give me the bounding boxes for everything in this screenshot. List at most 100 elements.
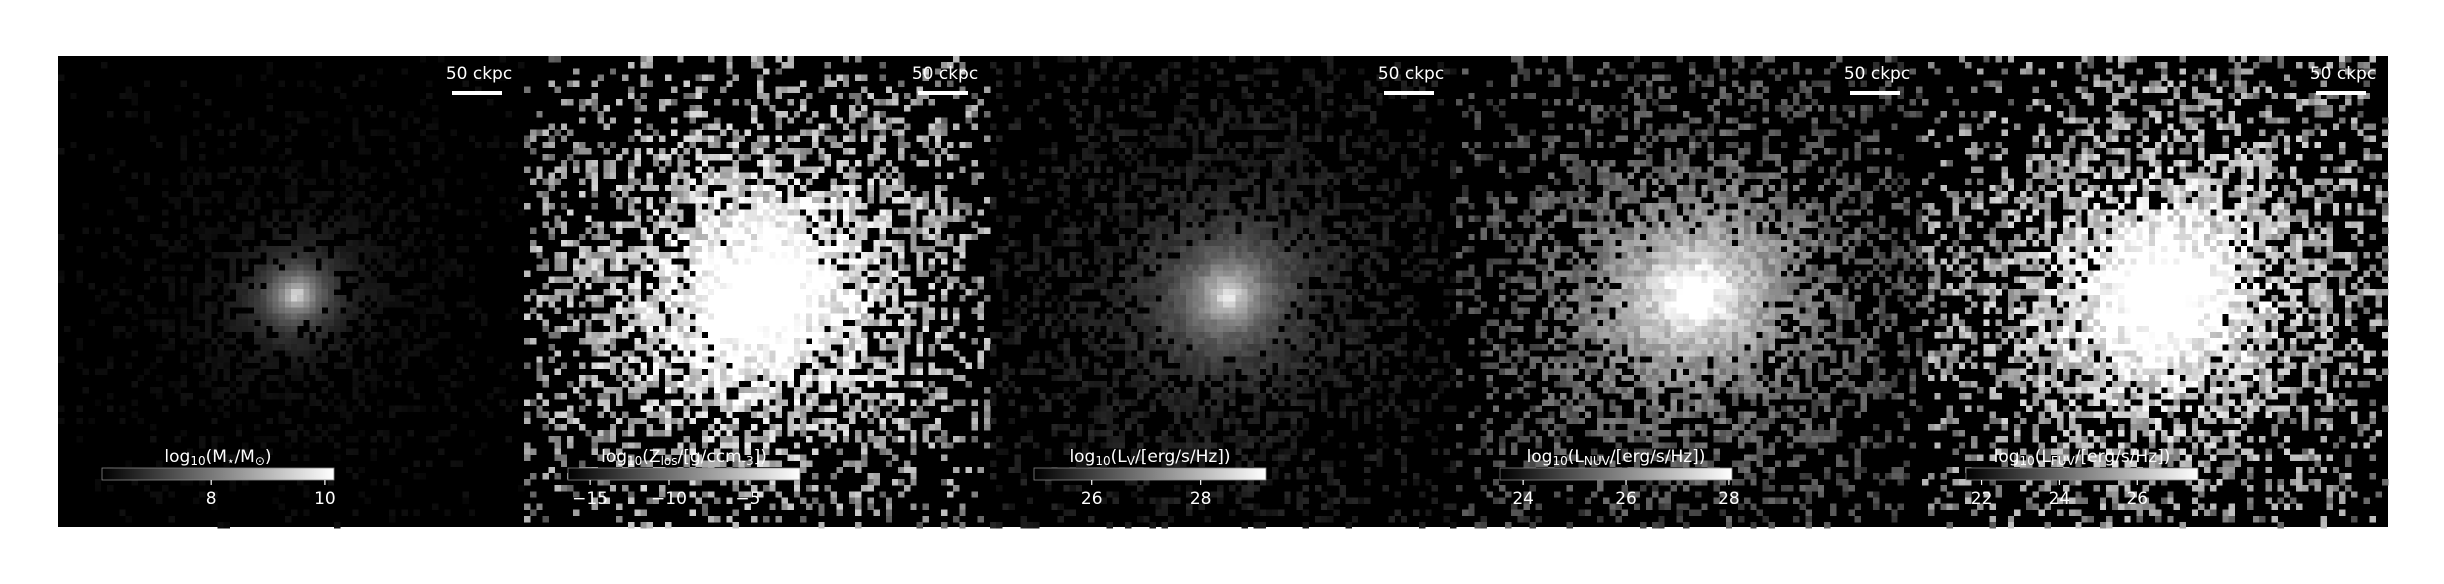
map-pixel xyxy=(1198,117,1205,124)
map-pixel xyxy=(934,417,942,425)
map-pixel xyxy=(793,356,801,363)
map-pixel xyxy=(1290,215,1297,222)
map-pixel xyxy=(591,503,598,510)
map-pixel xyxy=(849,270,856,277)
map-pixel xyxy=(812,264,819,271)
map-pixel xyxy=(1223,227,1230,235)
map-pixel xyxy=(597,258,604,265)
map-pixel xyxy=(432,135,439,143)
map-pixel xyxy=(763,350,770,357)
map-pixel xyxy=(481,221,488,228)
map-pixel xyxy=(849,227,856,235)
map-pixel xyxy=(947,405,954,412)
colorbar-tick-label: −15 xyxy=(572,489,608,509)
map-pixel xyxy=(340,252,347,259)
map-pixel xyxy=(530,448,537,455)
map-pixel xyxy=(321,374,329,382)
map-pixel xyxy=(603,362,611,369)
map-pixel xyxy=(456,246,463,253)
map-pixel xyxy=(603,448,611,455)
map-pixel xyxy=(763,325,770,333)
map-pixel xyxy=(726,423,733,431)
map-pixel xyxy=(536,374,543,382)
map-pixel xyxy=(1173,62,1181,69)
map-pixel xyxy=(297,117,304,124)
map-pixel xyxy=(1210,239,1218,247)
map-pixel xyxy=(333,442,341,449)
map-pixel xyxy=(1223,80,1230,87)
map-pixel xyxy=(714,252,721,259)
map-pixel xyxy=(321,111,329,118)
map-pixel xyxy=(609,454,617,461)
map-pixel xyxy=(1216,92,1224,100)
map-pixel xyxy=(757,454,764,461)
map-pixel xyxy=(824,264,831,271)
map-pixel xyxy=(272,233,279,241)
map-pixel xyxy=(910,399,917,406)
map-pixel xyxy=(450,405,457,412)
map-pixel xyxy=(229,215,237,222)
map-pixel xyxy=(1198,184,1205,192)
map-pixel xyxy=(947,141,954,149)
map-pixel xyxy=(1118,129,1126,136)
map-pixel xyxy=(542,472,549,480)
map-pixel xyxy=(720,282,727,290)
map-pixel xyxy=(284,313,292,320)
map-pixel xyxy=(885,123,893,130)
map-pixel xyxy=(812,362,819,369)
map-pixel xyxy=(873,111,880,118)
map-pixel xyxy=(1143,178,1150,185)
map-pixel xyxy=(278,485,286,492)
map-pixel xyxy=(1173,239,1181,247)
map-pixel xyxy=(940,387,948,394)
map-pixel xyxy=(732,319,739,327)
map-pixel xyxy=(150,387,157,394)
map-pixel xyxy=(389,264,396,271)
map-pixel xyxy=(824,338,831,345)
map-pixel xyxy=(1388,239,1395,247)
map-pixel xyxy=(830,178,837,185)
map-pixel xyxy=(248,301,255,308)
map-pixel xyxy=(358,381,365,388)
map-pixel xyxy=(750,221,758,228)
map-pixel xyxy=(806,270,813,277)
map-pixel xyxy=(1345,154,1352,161)
map-pixel xyxy=(799,197,807,204)
map-pixel xyxy=(1351,105,1359,112)
map-pixel xyxy=(511,307,519,314)
map-pixel xyxy=(597,350,604,357)
map-pixel xyxy=(836,227,844,235)
map-pixel xyxy=(634,338,641,345)
map-pixel xyxy=(217,393,224,400)
map-pixel xyxy=(585,172,592,179)
map-pixel xyxy=(849,209,856,216)
map-pixel xyxy=(922,270,929,277)
map-pixel xyxy=(824,233,831,241)
map-pixel xyxy=(695,105,703,112)
map-pixel xyxy=(1265,203,1273,210)
map-pixel xyxy=(585,148,592,155)
map-pixel xyxy=(1057,233,1064,241)
map-pixel xyxy=(1284,184,1291,192)
map-pixel xyxy=(1247,154,1254,161)
map-pixel xyxy=(327,270,335,277)
map-pixel xyxy=(1204,203,1211,210)
map-pixel xyxy=(407,301,414,308)
map-pixel xyxy=(750,264,758,271)
map-pixel xyxy=(738,387,745,394)
map-pixel xyxy=(738,307,745,314)
map-pixel xyxy=(665,325,672,333)
map-pixel xyxy=(830,338,837,345)
map-pixel xyxy=(413,227,420,235)
map-pixel xyxy=(726,62,733,69)
map-pixel xyxy=(1223,117,1230,124)
map-pixel xyxy=(922,307,929,314)
map-pixel xyxy=(1321,239,1328,247)
map-pixel xyxy=(799,387,807,394)
map-pixel xyxy=(757,264,764,271)
map-pixel xyxy=(58,270,65,277)
map-pixel xyxy=(560,172,568,179)
map-pixel xyxy=(842,399,850,406)
map-pixel xyxy=(701,111,709,118)
map-pixel xyxy=(1339,203,1346,210)
